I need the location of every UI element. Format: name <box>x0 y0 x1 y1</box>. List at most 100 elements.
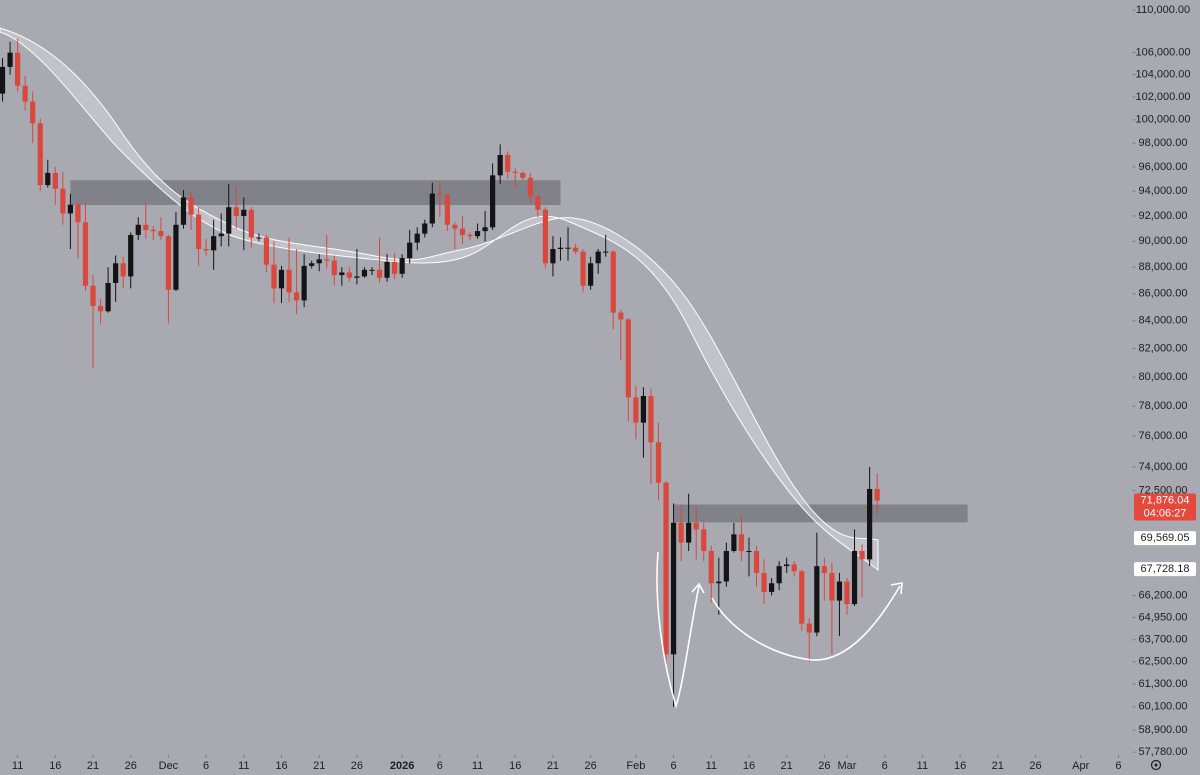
x-tick-label: 16 <box>275 760 287 772</box>
price-label-box <box>1134 562 1196 577</box>
candle-body <box>150 229 156 232</box>
settings-icon[interactable] <box>1150 759 1162 771</box>
candle-body <box>173 224 179 290</box>
candle-body <box>218 233 224 237</box>
candle-body <box>761 572 767 592</box>
x-tick-label: 21 <box>547 760 559 772</box>
candle-body <box>158 231 164 237</box>
candle-body <box>293 292 300 301</box>
candle-body <box>648 395 654 443</box>
candle-body <box>821 566 827 573</box>
x-tick-label: 26 <box>818 760 830 772</box>
candle-body <box>75 204 81 223</box>
candle-body <box>716 581 722 584</box>
candle-body <box>15 52 21 86</box>
x-tick-label: 11 <box>238 760 249 772</box>
y-tick-label: 104,000.00 <box>1135 69 1190 81</box>
candle-body <box>535 196 541 210</box>
candle-body <box>271 264 277 289</box>
candle-body <box>105 283 111 312</box>
y-tick-label: 100,000.00 <box>1135 114 1190 126</box>
candle-body <box>723 550 729 582</box>
candle-body <box>799 571 805 624</box>
x-tick-label: 6 <box>437 760 443 772</box>
candle-body <box>37 123 43 186</box>
candle-body <box>753 550 760 573</box>
candle-body <box>361 269 368 277</box>
price-label-box <box>1134 493 1196 521</box>
y-tick-label: 94,000.00 <box>1139 185 1188 197</box>
candle-body <box>806 623 812 633</box>
candle-body <box>45 172 51 186</box>
candle-body <box>301 265 307 301</box>
candle-body <box>776 566 782 584</box>
candle-body <box>331 260 337 276</box>
y-tick-label: 62,500.00 <box>1139 656 1188 668</box>
resistance-zone <box>70 180 561 205</box>
candle-body <box>309 263 315 266</box>
candle-body <box>814 566 820 633</box>
candle-body <box>859 550 865 560</box>
candle-body <box>188 197 194 215</box>
arrow-head <box>691 582 705 594</box>
candle-body <box>165 236 172 290</box>
x-tick-label: 21 <box>313 760 325 772</box>
candle-body <box>376 269 383 278</box>
candle-body <box>497 154 503 176</box>
resistance-zone <box>673 504 968 523</box>
candle-body <box>686 522 692 543</box>
candle-body <box>874 488 880 501</box>
x-tick-label: Dec <box>159 760 179 772</box>
candle-body <box>731 534 737 551</box>
candle-body <box>565 247 571 249</box>
candle-body <box>97 305 104 312</box>
candle-body <box>542 209 549 264</box>
price-label: 69,569.05 <box>1141 532 1190 544</box>
candle-body <box>746 550 752 552</box>
candle-body <box>354 276 360 278</box>
candle-body <box>550 249 556 264</box>
candle-body <box>572 247 579 252</box>
candle-body <box>241 209 247 216</box>
candle-body <box>520 172 526 178</box>
y-tick-label: 80,000.00 <box>1139 371 1188 383</box>
candle-body <box>784 564 790 567</box>
candle-body <box>836 581 843 601</box>
y-tick-label: 76,000.00 <box>1139 430 1188 442</box>
candle-body <box>618 312 624 320</box>
y-tick-label: 82,000.00 <box>1139 343 1188 355</box>
candle-body <box>286 269 292 293</box>
candle-body <box>527 177 533 197</box>
candle-body <box>346 272 352 278</box>
candle-body <box>52 172 58 189</box>
x-tick-label: 6 <box>1115 760 1121 772</box>
candle-body <box>429 193 435 224</box>
x-tick-label: 21 <box>781 760 793 772</box>
candle-body <box>180 197 187 225</box>
x-tick-label: 16 <box>743 760 755 772</box>
candle-body <box>392 261 398 274</box>
candle-body <box>708 550 714 584</box>
candle-body <box>844 581 850 605</box>
candle-body <box>30 101 36 124</box>
y-tick-label: 102,000.00 <box>1135 91 1190 103</box>
candle-body <box>693 522 699 530</box>
y-tick-label: 61,300.00 <box>1139 678 1188 690</box>
candle-body <box>113 263 119 284</box>
candle-body <box>82 222 89 286</box>
y-tick-label: 92,000.00 <box>1139 210 1188 222</box>
y-tick-label: 57,780.00 <box>1139 746 1188 758</box>
candle-body <box>791 564 797 572</box>
candle-body <box>444 194 450 225</box>
candle-body <box>467 234 473 237</box>
x-tick-label: 11 <box>706 760 717 772</box>
candles <box>0 38 880 707</box>
x-tick-label: 26 <box>125 760 137 772</box>
zones <box>70 180 968 523</box>
candle-body <box>135 224 141 235</box>
price-label-box <box>1134 531 1196 546</box>
x-tick-label: 11 <box>472 760 483 772</box>
y-tick-label: 106,000.00 <box>1135 47 1190 59</box>
candle-body <box>633 397 639 423</box>
